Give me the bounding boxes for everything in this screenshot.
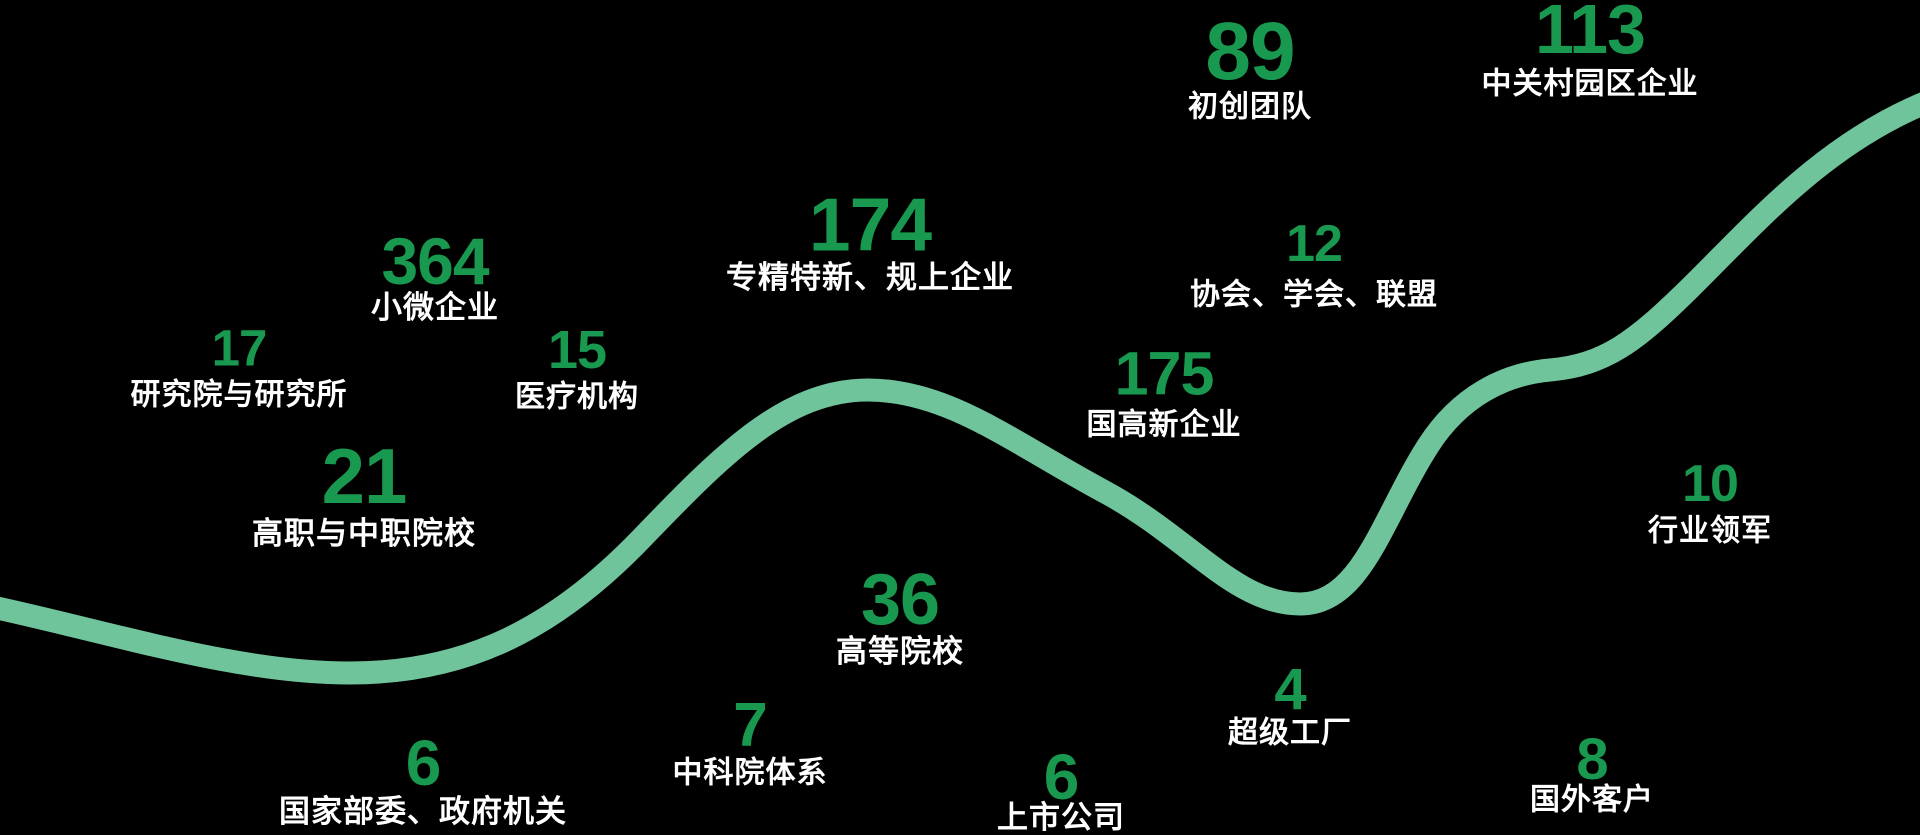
stat-value: 17 bbox=[211, 319, 268, 377]
stat-label: 上市公司 bbox=[997, 799, 1125, 835]
stat-value: 175 bbox=[1114, 339, 1215, 408]
stat-label: 专精特新、规上企业 bbox=[726, 259, 1014, 295]
stat-label: 研究院与研究所 bbox=[130, 378, 348, 412]
growth-wave-path bbox=[0, 92, 1920, 685]
stat-value: 7 bbox=[733, 691, 767, 760]
stat-value: 6 bbox=[1043, 741, 1080, 813]
stat-label: 中科院体系 bbox=[672, 756, 828, 790]
stat-label: 小微企业 bbox=[371, 289, 499, 325]
stat-label: 国外客户 bbox=[1530, 783, 1654, 817]
stat-label: 中关村园区企业 bbox=[1481, 67, 1699, 101]
stat-label: 国高新企业 bbox=[1086, 408, 1242, 442]
stat-value: 15 bbox=[547, 320, 607, 380]
stat-label: 超级工厂 bbox=[1228, 716, 1352, 750]
stat-value: 36 bbox=[860, 560, 940, 640]
stat-label: 协会、学会、联盟 bbox=[1190, 278, 1438, 312]
stat-value: 113 bbox=[1535, 0, 1646, 68]
stat-value: 364 bbox=[381, 224, 489, 298]
stat-value: 8 bbox=[1576, 727, 1608, 792]
stat-value: 21 bbox=[321, 432, 408, 520]
stat-label: 医疗机构 bbox=[515, 380, 639, 414]
stat-value: 4 bbox=[1274, 657, 1306, 722]
stat-value: 10 bbox=[1682, 455, 1739, 513]
stat-label: 国家部委、政府机关 bbox=[279, 793, 567, 829]
stat-value: 12 bbox=[1286, 215, 1343, 273]
stat-label: 高职与中职院校 bbox=[252, 515, 476, 551]
stat-value: 174 bbox=[808, 182, 932, 267]
stat-label: 初创团队 bbox=[1188, 90, 1312, 124]
stat-value: 89 bbox=[1205, 6, 1295, 97]
stat-value: 6 bbox=[405, 727, 442, 799]
stat-label: 行业领军 bbox=[1648, 514, 1772, 548]
stat-label: 高等院校 bbox=[836, 633, 964, 669]
